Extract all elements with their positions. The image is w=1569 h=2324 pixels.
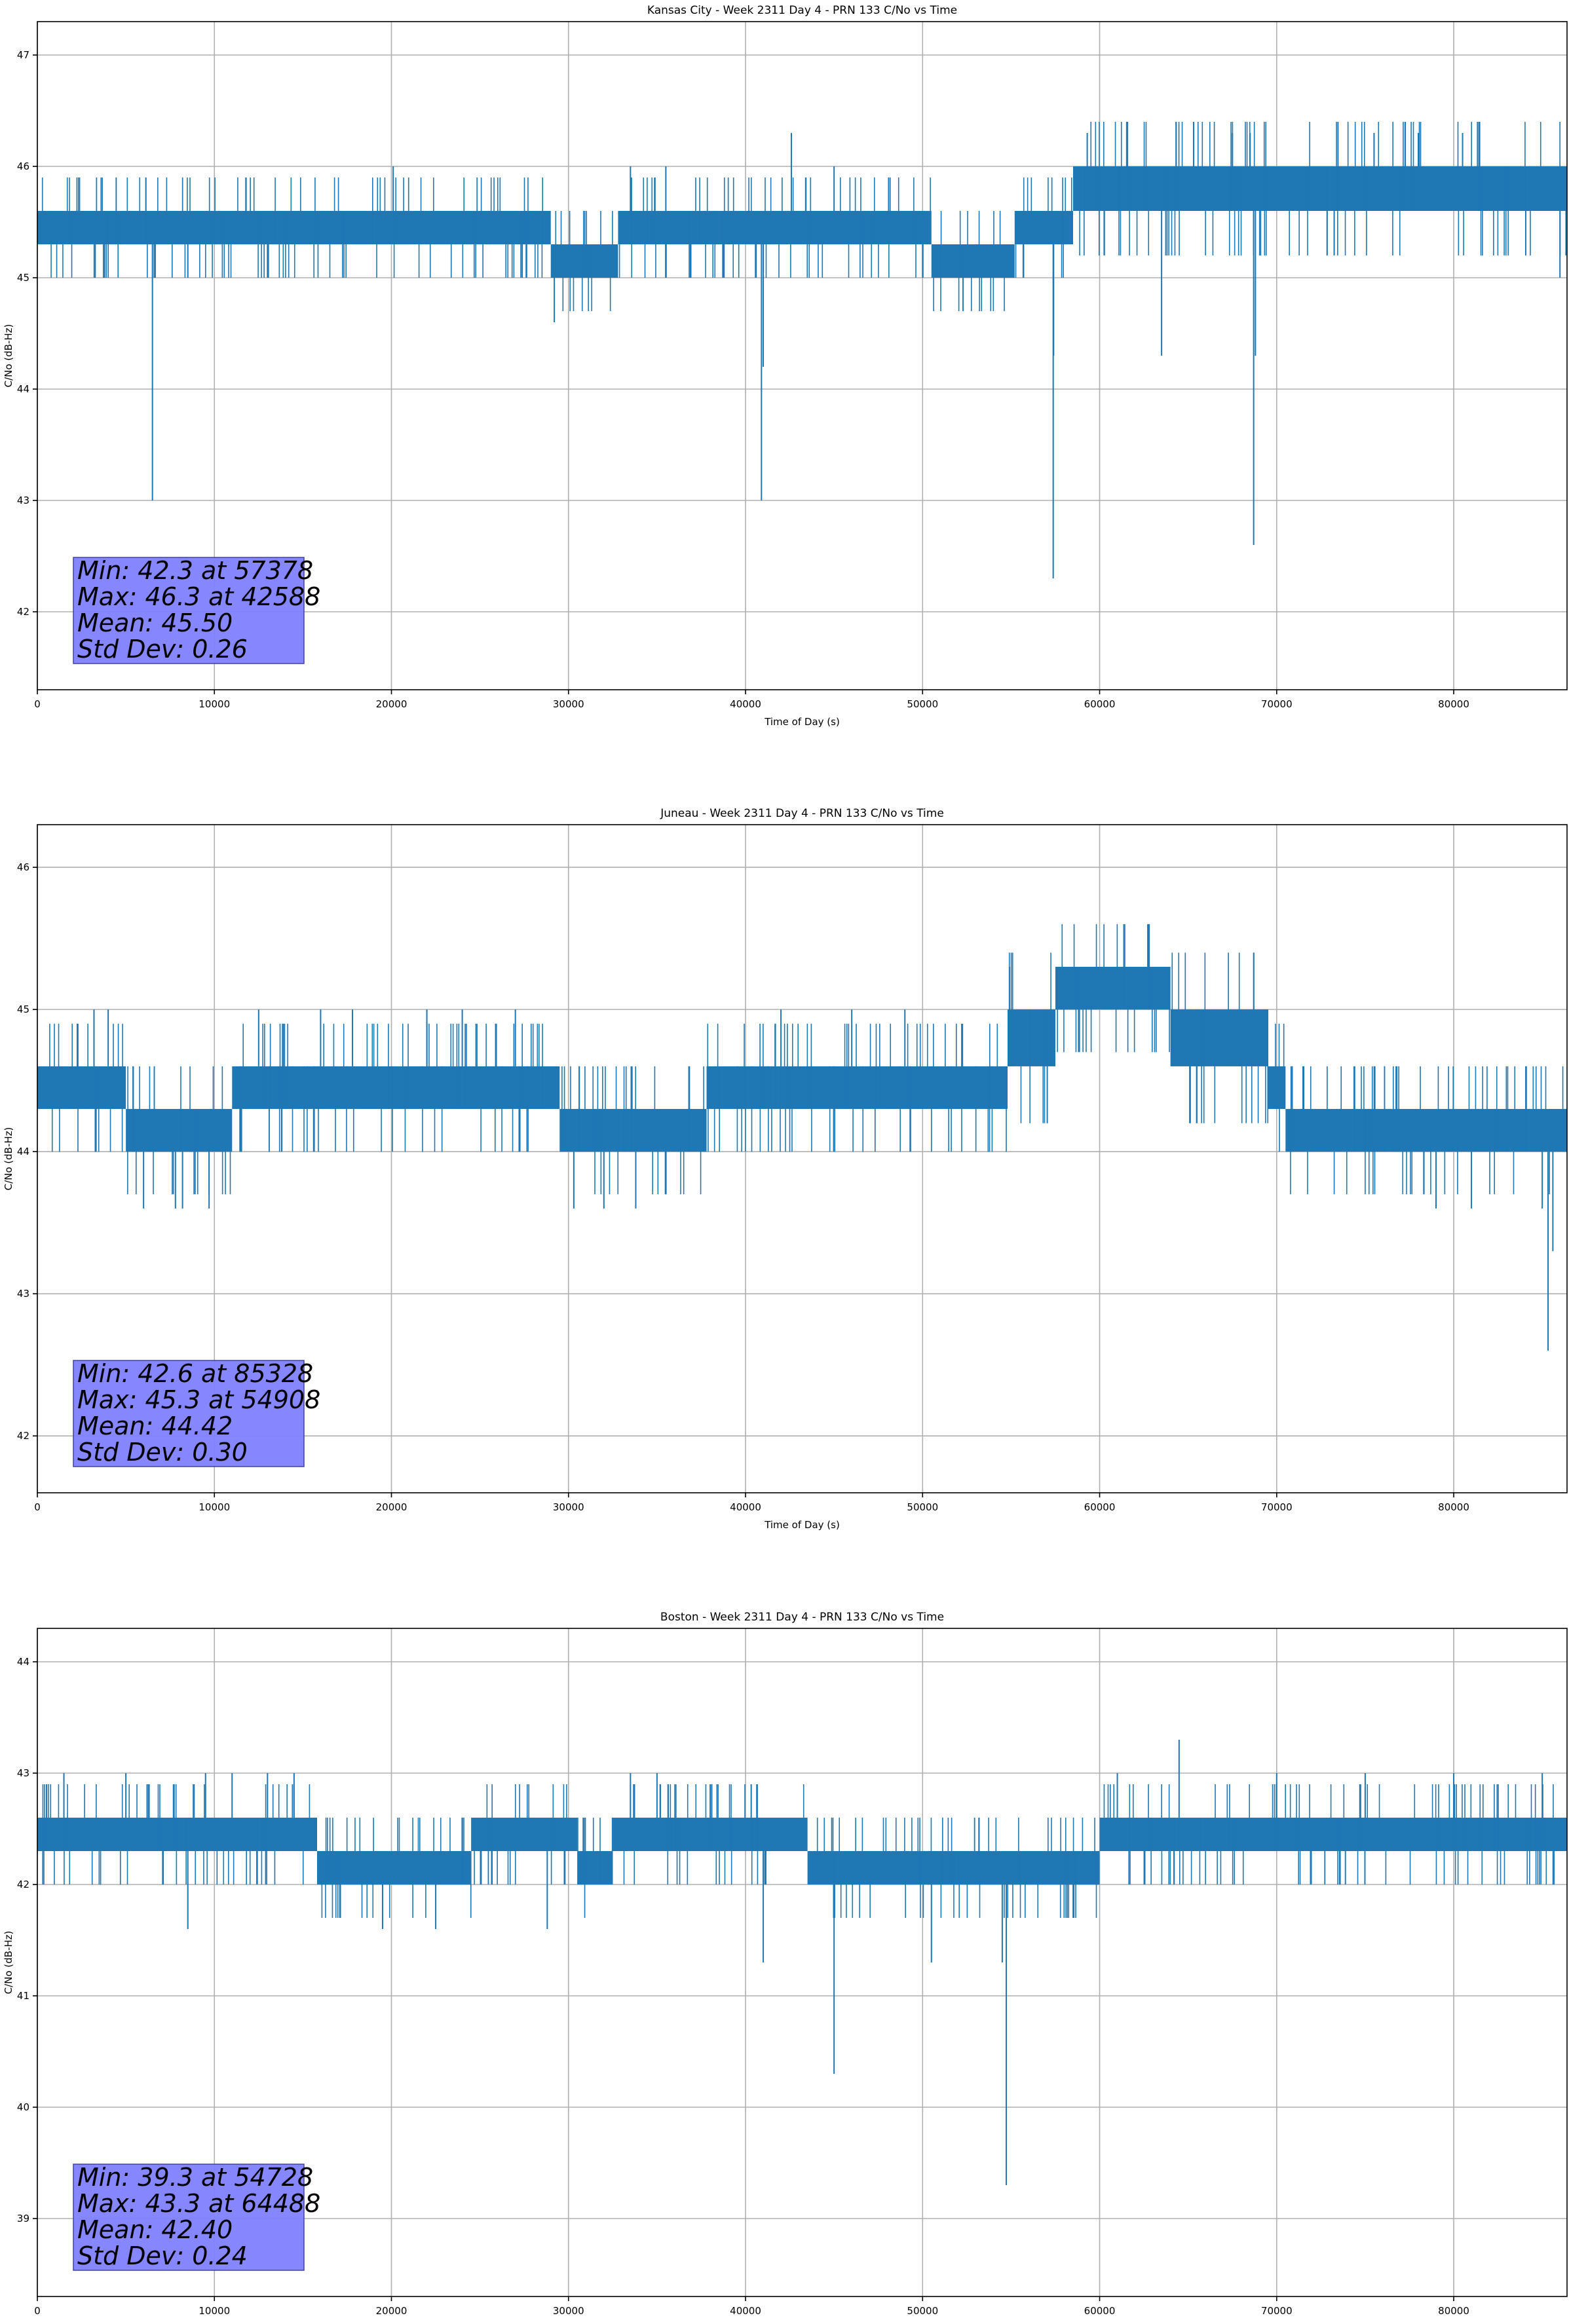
y-tick-label: 42 (17, 1879, 29, 1890)
y-tick-label: 44 (17, 383, 29, 395)
y-tick-label: 41 (17, 1990, 29, 2002)
y-tick-label: 45 (17, 272, 29, 284)
data-band (618, 211, 719, 244)
stats-line: Min: 42.6 at 85328 (77, 1359, 313, 1388)
x-tick-label: 40000 (730, 2305, 761, 2317)
chart-panel-0: 0 10000 20000 30000 40000 50000 60000 70000 8000… (3, 4, 1568, 728)
x-tick-label: 60000 (1084, 2305, 1116, 2317)
y-tick-label: 44 (17, 1146, 29, 1157)
stats-box (73, 2164, 305, 2271)
x-tick-label: 80000 (1438, 698, 1469, 710)
stats-line: Min: 42.3 at 57378 (77, 556, 313, 585)
x-tick-label: 80000 (1438, 1501, 1469, 1513)
y-tick-label: 47 (17, 49, 29, 61)
x-tick-label: 30000 (553, 2305, 584, 2317)
x-tick-label: 70000 (1261, 698, 1293, 710)
chart-title: Kansas City - Week 2311 Day 4 - PRN 133 … (647, 4, 957, 17)
stats-line: Std Dev: 0.26 (77, 635, 248, 664)
y-axis-label: C/No (dB-Hz) (3, 1931, 14, 1995)
stats-line: Std Dev: 0.30 (77, 1438, 248, 1467)
x-tick-label: 60000 (1084, 698, 1116, 710)
data-band (126, 1109, 233, 1152)
y-axis-label: C/No (dB-Hz) (3, 324, 14, 388)
x-tick-label: 70000 (1261, 1501, 1293, 1513)
y-tick-label: 43 (17, 1288, 29, 1300)
data-band (1007, 1009, 1055, 1066)
data-series (37, 924, 1567, 1351)
x-axis-label: Time of Day (s) (764, 716, 840, 728)
x-tick-label: 10000 (198, 1501, 230, 1513)
x-tick-label: 40000 (730, 698, 761, 710)
x-tick-label: 0 (34, 698, 41, 710)
stats-line: Max: 45.3 at 54908 (77, 1385, 320, 1414)
axes-frame (37, 21, 1568, 690)
stats-line: Mean: 45.50 (77, 609, 233, 637)
x-tick-label: 60000 (1084, 1501, 1116, 1513)
x-tick-label: 20000 (376, 698, 407, 710)
y-axis-label: C/No (dB-Hz) (3, 1127, 14, 1191)
y-tick-label: 42 (17, 1430, 29, 1442)
x-tick-label: 80000 (1438, 2305, 1469, 2317)
x-tick-label: 0 (34, 1501, 41, 1513)
stats-line: Min: 39.3 at 54728 (77, 2163, 313, 2192)
data-band (719, 211, 932, 244)
chart-title: Juneau - Week 2311 Day 4 - PRN 133 C/No … (660, 807, 944, 820)
data-band (37, 1066, 126, 1110)
y-tick-label: 39 (17, 2213, 29, 2224)
data-band (1285, 1109, 1567, 1152)
data-band (317, 1851, 472, 1884)
x-tick-label: 10000 (198, 2305, 230, 2317)
data-band (1099, 1818, 1567, 1851)
x-tick-label: 20000 (376, 1501, 407, 1513)
chart-panel-1: 0 10000 20000 30000 40000 50000 60000 70000 8000… (3, 807, 1568, 1531)
stats-line: Mean: 44.42 (77, 1412, 233, 1440)
stats-line: Max: 46.3 at 42588 (77, 582, 320, 611)
x-tick-label: 10000 (198, 698, 230, 710)
x-axis-label: Time of Day (s) (764, 2323, 840, 2324)
data-series (37, 1740, 1567, 2185)
x-tick-label: 20000 (376, 2305, 407, 2317)
y-tick-label: 44 (17, 1656, 29, 1668)
x-axis-label: Time of Day (s) (764, 1519, 840, 1531)
data-band (1268, 1066, 1286, 1110)
stats-line: Std Dev: 0.24 (77, 2241, 248, 2270)
x-tick-label: 30000 (553, 698, 584, 710)
data-band (559, 1109, 707, 1152)
stats-box (73, 557, 305, 664)
y-tick-label: 46 (17, 861, 29, 873)
axes-frame (37, 824, 1568, 1493)
y-tick-label: 43 (17, 1767, 29, 1779)
x-tick-label: 70000 (1261, 2305, 1293, 2317)
stats-line: Mean: 42.40 (77, 2215, 233, 2244)
x-tick-label: 50000 (907, 2305, 938, 2317)
x-tick-label: 0 (34, 2305, 41, 2317)
stats-box (73, 1360, 305, 1467)
x-tick-label: 30000 (553, 1501, 584, 1513)
data-band (931, 244, 1015, 278)
data-band (232, 1066, 560, 1110)
stats-line: Max: 43.3 at 64488 (77, 2189, 320, 2218)
data-band (1072, 166, 1567, 211)
chart-title: Boston - Week 2311 Day 4 - PRN 133 C/No … (660, 1611, 944, 1624)
x-tick-label: 50000 (907, 1501, 938, 1513)
chart-panel-2: 0 10000 20000 30000 40000 50000 60000 70000 8000… (3, 1611, 1568, 2324)
x-tick-label: 50000 (907, 698, 938, 710)
data-series (37, 122, 1567, 578)
y-tick-label: 43 (17, 495, 29, 506)
y-tick-label: 40 (17, 2101, 29, 2113)
axes-frame (37, 1628, 1568, 2297)
y-tick-label: 45 (17, 1003, 29, 1015)
data-band (706, 1066, 1008, 1110)
data-band (1055, 967, 1171, 1010)
y-tick-label: 42 (17, 606, 29, 618)
x-tick-label: 40000 (730, 1501, 761, 1513)
y-tick-label: 46 (17, 160, 29, 172)
data-band (37, 1818, 318, 1851)
